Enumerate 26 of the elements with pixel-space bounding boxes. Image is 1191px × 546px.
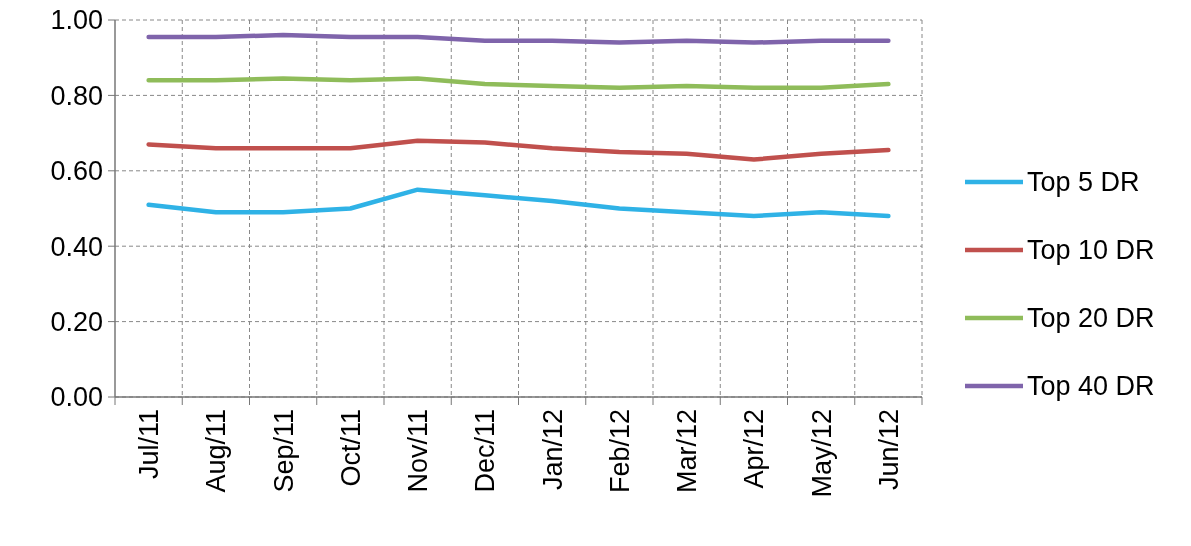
x-tick-label: Nov/11 xyxy=(403,409,434,493)
x-tick-label: Jul/11 xyxy=(134,409,165,480)
y-tick-label: 0.00 xyxy=(50,382,103,413)
x-tick-label: Feb/12 xyxy=(604,409,635,494)
y-tick-label: 0.60 xyxy=(50,156,103,187)
legend-label: Top 10 DR xyxy=(1027,235,1155,266)
line-series xyxy=(146,187,891,219)
line-series xyxy=(146,138,891,162)
x-tick-label: May/12 xyxy=(806,409,837,498)
x-tick-label: Mar/12 xyxy=(672,409,703,494)
x-tick-label: Aug/11 xyxy=(201,409,232,493)
x-tick-label: Sep/11 xyxy=(268,409,299,493)
legend-label: Top 40 DR xyxy=(1027,371,1155,402)
y-tick-label: 0.40 xyxy=(50,231,103,262)
legend-label: Top 20 DR xyxy=(1027,303,1155,334)
legend-label: Top 5 DR xyxy=(1027,167,1140,198)
y-tick-label: 1.00 xyxy=(50,5,103,36)
y-tick-label: 0.80 xyxy=(50,80,103,111)
line-series xyxy=(146,76,891,91)
x-tick-label: Dec/11 xyxy=(470,409,501,493)
x-tick-label: Jun/12 xyxy=(873,409,904,491)
y-tick-label: 0.20 xyxy=(50,307,103,338)
x-tick-label: Apr/12 xyxy=(739,409,770,489)
line-series xyxy=(146,32,891,45)
x-tick-label: Oct/11 xyxy=(335,409,366,487)
x-tick-label: Jan/12 xyxy=(537,409,568,491)
